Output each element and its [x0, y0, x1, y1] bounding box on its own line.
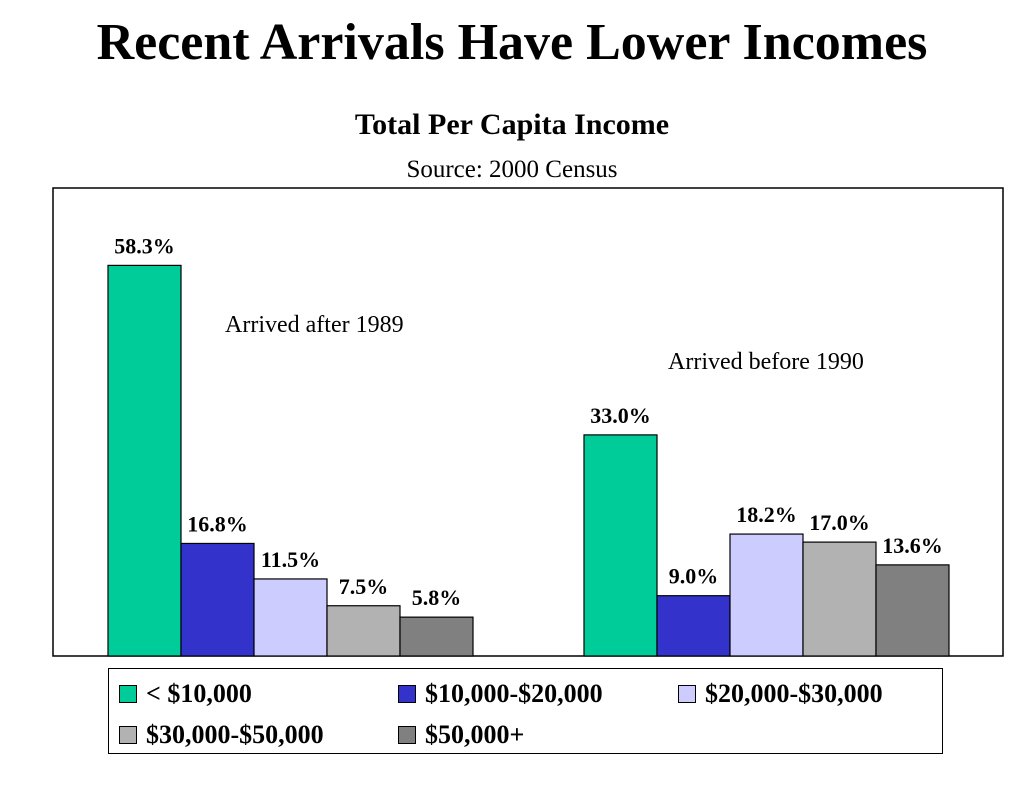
legend-label: < $10,000 [146, 679, 252, 708]
data-label: 33.0% [590, 403, 651, 428]
data-labels-layer: 58.3% 16.8% 11.5% 7.5% 5.8% 33.0% 9.0% 18.2% 17.… [114, 233, 943, 610]
slide-title: Recent Arrivals Have Lower Incomes [96, 14, 928, 71]
legend-swatch [119, 685, 137, 703]
legend-label: $50,000+ [425, 720, 525, 749]
category-annotation-after-1989: Arrived after 1989 [225, 312, 404, 338]
legend-item-under-10000: < $10,000 [119, 679, 252, 709]
data-label: 16.8% [187, 511, 248, 536]
bar-after-1989-series-4 [399, 616, 474, 657]
legend-item-30000-50000: $30,000-$50,000 [119, 720, 324, 750]
legend-item-10000-20000: $10,000-$20,000 [398, 679, 603, 709]
bar-after-1989-series-3 [326, 605, 401, 657]
bar-after-1989-series-2 [253, 578, 328, 657]
legend-item-20000-30000: $20,000-$30,000 [678, 679, 883, 709]
bar-after-1989-series-1 [180, 542, 255, 657]
chart-title: Total Per Capita Income [354, 108, 670, 141]
data-label: 17.0% [809, 510, 870, 535]
data-label: 7.5% [339, 574, 389, 599]
data-label: 11.5% [261, 547, 320, 572]
legend-swatch [119, 726, 137, 744]
legend: < $10,000 $10,000-$20,000 $20,000-$30,00… [108, 668, 943, 754]
legend-label: $20,000-$30,000 [705, 679, 883, 708]
data-label: 58.3% [114, 233, 175, 258]
legend-item-50000-plus: $50,000+ [398, 720, 524, 750]
bar-before-1990-series-3 [802, 541, 877, 657]
category-annotation-before-1990: Arrived before 1990 [668, 349, 864, 375]
legend-label: $10,000-$20,000 [425, 679, 603, 708]
bar-after-1989-series-0 [107, 264, 182, 657]
bar-before-1990-series-1 [656, 595, 731, 657]
chart-subtitle: Source: 2000 Census [406, 156, 618, 183]
data-label: 13.6% [882, 533, 943, 558]
bar-before-1990-series-0 [583, 434, 658, 657]
data-label: 5.8% [412, 585, 462, 610]
bar-before-1990-series-2 [729, 533, 804, 657]
legend-label: $30,000-$50,000 [146, 720, 324, 749]
bars-layer [107, 264, 950, 657]
data-label: 9.0% [669, 564, 719, 589]
legend-swatch [398, 685, 416, 703]
data-label: 18.2% [736, 502, 797, 527]
bar-before-1990-series-4 [875, 564, 950, 657]
legend-swatch [398, 726, 416, 744]
legend-swatch [678, 685, 696, 703]
